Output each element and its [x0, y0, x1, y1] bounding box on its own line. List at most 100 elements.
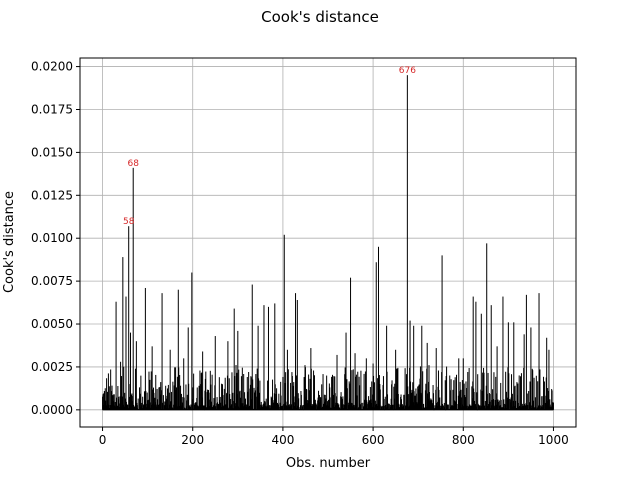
bar	[117, 386, 119, 410]
bar	[489, 401, 491, 410]
bar	[511, 393, 513, 410]
bar	[364, 371, 366, 410]
bar	[360, 370, 362, 410]
bar	[377, 378, 379, 410]
bar	[199, 370, 201, 410]
annotation-label: 676	[399, 66, 416, 76]
bar	[244, 392, 246, 410]
bar	[428, 392, 430, 410]
bar	[282, 376, 284, 410]
bar	[111, 385, 113, 410]
bar	[248, 388, 250, 410]
bar	[433, 393, 435, 410]
bar	[517, 383, 519, 410]
bar	[141, 402, 143, 410]
y-axis-label: Cook's distance	[2, 191, 17, 293]
bar	[452, 389, 454, 410]
bar	[145, 390, 147, 410]
bar	[513, 322, 515, 410]
bar	[493, 372, 495, 410]
bar	[364, 399, 366, 410]
bar	[285, 372, 287, 410]
bar	[350, 277, 352, 410]
bar	[127, 404, 129, 410]
annotation-label: 58	[123, 217, 135, 227]
bar	[157, 399, 159, 410]
bar	[408, 394, 410, 410]
bar	[264, 402, 266, 410]
bar	[336, 354, 338, 410]
bar	[483, 372, 485, 410]
bar	[537, 381, 539, 410]
annotation-label: 68	[127, 159, 139, 169]
bar	[449, 390, 451, 410]
bar	[274, 384, 276, 410]
y-tick-label: 0.0150	[31, 145, 73, 159]
bar	[373, 382, 375, 410]
bar	[123, 366, 125, 410]
bar	[488, 393, 490, 410]
bar	[247, 391, 249, 410]
bar	[418, 384, 420, 410]
bar	[517, 402, 519, 410]
bar	[456, 374, 458, 410]
x-tick-label: 200	[181, 433, 204, 447]
grid-lines	[80, 58, 576, 427]
bar	[520, 376, 522, 410]
bar	[526, 393, 528, 410]
bar	[202, 405, 204, 410]
bar	[303, 377, 305, 410]
bar	[193, 403, 195, 410]
bar	[539, 369, 541, 410]
bar	[487, 372, 489, 410]
bar	[183, 397, 185, 410]
bar	[527, 405, 529, 410]
bar	[442, 405, 444, 410]
bar	[244, 398, 246, 410]
bar	[480, 313, 482, 410]
bar	[276, 388, 278, 410]
bar	[454, 377, 456, 410]
bar	[223, 388, 225, 410]
bar	[183, 358, 185, 410]
y-tick-label: 0.0050	[31, 317, 73, 331]
bar	[548, 349, 550, 410]
bar	[446, 366, 448, 410]
bar	[255, 374, 257, 410]
bar-series	[102, 75, 554, 411]
bar	[404, 368, 406, 410]
bar	[107, 391, 109, 410]
bar	[415, 393, 417, 410]
bar	[190, 404, 192, 410]
bar	[465, 387, 467, 410]
bar	[543, 381, 545, 410]
bar	[339, 407, 341, 410]
bar	[283, 234, 285, 410]
y-tick-label: 0.0100	[31, 231, 73, 245]
bar	[229, 394, 231, 410]
bar	[250, 377, 252, 410]
bar	[166, 388, 168, 410]
bar	[502, 296, 504, 410]
bar	[193, 373, 195, 410]
bar	[218, 377, 220, 410]
bar	[472, 296, 474, 410]
bar	[473, 392, 475, 410]
bar	[508, 373, 510, 410]
annotations: 58 68 676	[123, 66, 416, 227]
bar	[327, 399, 329, 410]
bar	[135, 341, 137, 410]
bar	[520, 373, 522, 410]
y-tick-label: 0.0125	[31, 188, 73, 202]
bar	[532, 370, 534, 410]
bar	[342, 396, 344, 410]
bar	[185, 384, 187, 410]
bar	[383, 405, 385, 410]
bar	[276, 402, 278, 410]
bar	[382, 376, 384, 410]
bar	[375, 262, 377, 410]
bar	[192, 387, 194, 410]
bar	[180, 393, 182, 410]
bar	[354, 353, 356, 410]
bar	[393, 386, 395, 410]
